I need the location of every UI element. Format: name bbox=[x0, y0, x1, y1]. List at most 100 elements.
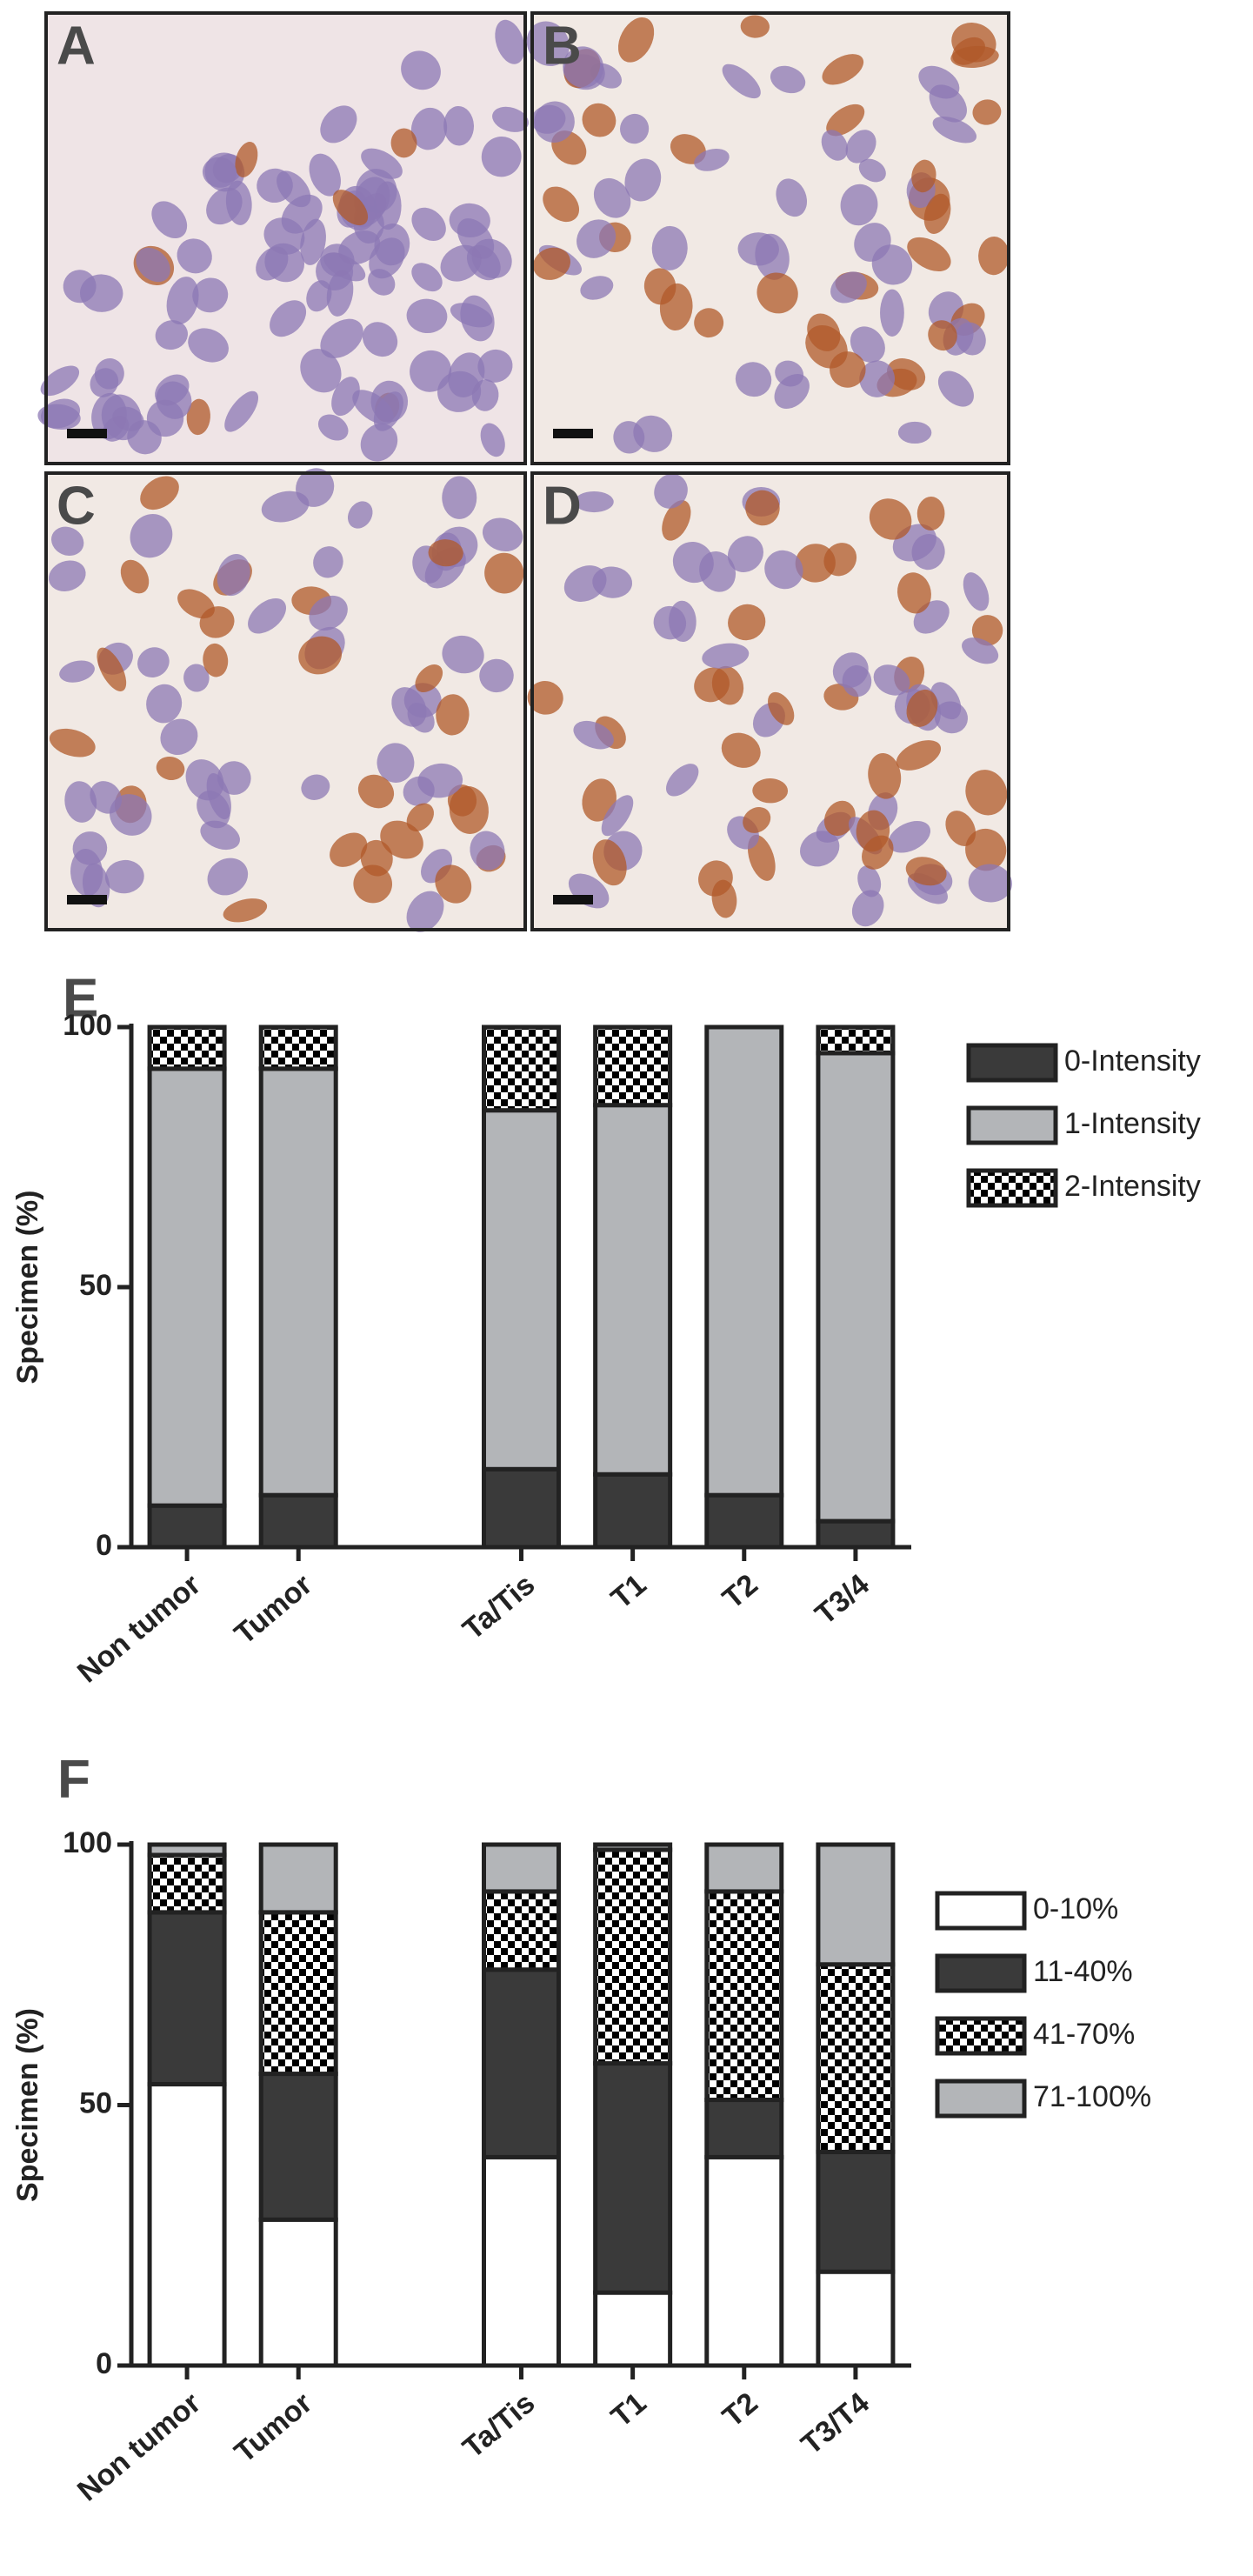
nucleus bbox=[911, 159, 936, 193]
panel-label: B bbox=[543, 16, 582, 76]
nucleus bbox=[963, 572, 990, 611]
panel-label: C bbox=[57, 476, 96, 536]
nucleus bbox=[533, 247, 570, 280]
legend-swatch bbox=[935, 1891, 1027, 1931]
nucleus bbox=[694, 667, 730, 703]
nucleus bbox=[851, 890, 884, 927]
nucleus bbox=[330, 832, 368, 867]
nucleus bbox=[306, 280, 332, 312]
nucleus bbox=[140, 476, 179, 511]
y-tick-label: 0 bbox=[96, 2347, 112, 2380]
legend-swatch bbox=[935, 1953, 1027, 1993]
nucleus bbox=[923, 193, 951, 234]
nucleus bbox=[752, 778, 789, 804]
nucleus bbox=[858, 158, 886, 183]
nucleus bbox=[406, 298, 448, 334]
nucleus bbox=[353, 864, 393, 904]
bar-segment bbox=[704, 1842, 784, 1894]
nucleus bbox=[613, 421, 645, 454]
nucleus bbox=[410, 107, 448, 150]
nucleus bbox=[300, 349, 342, 393]
legend-swatch bbox=[966, 1043, 1058, 1083]
nucleus bbox=[906, 689, 938, 727]
nucleus bbox=[857, 865, 882, 898]
nucleus bbox=[694, 308, 724, 338]
nucleus bbox=[764, 550, 803, 590]
legend-swatch bbox=[966, 1105, 1058, 1145]
nucleus bbox=[41, 398, 81, 429]
y-tick-label: 0 bbox=[96, 1529, 112, 1562]
nucleus bbox=[651, 225, 688, 270]
nucleus bbox=[151, 201, 188, 239]
nucleus bbox=[928, 320, 957, 351]
chart-label: E bbox=[63, 968, 98, 1028]
x-tick-label: T2 bbox=[716, 2386, 764, 2434]
nucleus bbox=[156, 381, 192, 419]
legend-label: 2-Intensity bbox=[1064, 1170, 1201, 1203]
nucleus bbox=[374, 224, 410, 266]
nucleus bbox=[526, 21, 570, 67]
nucleus bbox=[257, 168, 293, 204]
nucleus bbox=[450, 303, 493, 328]
legend-label: 71-100% bbox=[1033, 2080, 1151, 2113]
nucleus bbox=[192, 277, 229, 313]
nucleus bbox=[177, 589, 215, 619]
nucleus bbox=[574, 491, 614, 513]
legend-swatch bbox=[935, 2079, 1027, 2119]
nucleus bbox=[593, 177, 631, 218]
nucleus bbox=[200, 820, 240, 851]
nucleus bbox=[694, 148, 730, 171]
bar-segment bbox=[147, 1842, 227, 1858]
nucleus bbox=[97, 647, 127, 691]
nucleus bbox=[261, 491, 310, 523]
nucleus bbox=[698, 860, 733, 897]
nucleus bbox=[643, 268, 676, 305]
nucleus bbox=[301, 774, 330, 800]
panel-border bbox=[44, 471, 527, 931]
nucleus bbox=[186, 398, 210, 436]
nucleus bbox=[166, 277, 199, 324]
nucleus bbox=[320, 105, 357, 143]
nucleus bbox=[357, 774, 395, 809]
y-tick-label: 100 bbox=[63, 1009, 112, 1042]
nucleus bbox=[197, 791, 230, 829]
panel-border bbox=[530, 11, 1010, 465]
nucleus bbox=[653, 605, 687, 640]
nucleus bbox=[873, 664, 910, 696]
nucleus bbox=[495, 19, 525, 64]
nucleus bbox=[905, 857, 947, 886]
bar-segment bbox=[482, 1889, 561, 1972]
nucleus bbox=[188, 328, 229, 363]
nucleus bbox=[845, 130, 876, 164]
scale-bar bbox=[67, 429, 107, 438]
nucleus bbox=[830, 351, 866, 388]
nucleus bbox=[543, 186, 580, 223]
y-axis-label: Specimen (%) bbox=[11, 2008, 44, 2202]
nucleus bbox=[972, 99, 1002, 125]
bar-segment bbox=[593, 1842, 673, 1852]
nucleus bbox=[64, 781, 97, 823]
bar-segment bbox=[482, 2154, 561, 2368]
bar-segment bbox=[482, 1842, 561, 1894]
nucleus bbox=[235, 142, 258, 177]
nucleus bbox=[911, 534, 945, 571]
nucleus bbox=[743, 806, 771, 833]
nucleus bbox=[573, 720, 614, 750]
nucleus bbox=[390, 128, 417, 158]
nucleus bbox=[897, 421, 932, 444]
nucleus bbox=[702, 643, 750, 669]
nucleus bbox=[821, 130, 849, 161]
nucleus bbox=[217, 554, 250, 597]
x-tick-label: T3/4 bbox=[809, 1568, 876, 1632]
bar-segment bbox=[704, 1024, 784, 1498]
nucleus bbox=[160, 718, 198, 756]
bar-segment bbox=[258, 1492, 338, 1550]
legend-label: 1-Intensity bbox=[1064, 1107, 1201, 1140]
nucleus bbox=[90, 368, 119, 397]
bar-segment bbox=[816, 1842, 896, 1967]
x-tick-label: Tumor bbox=[229, 2386, 319, 2469]
bar-segment bbox=[482, 1466, 561, 1550]
nucleus bbox=[401, 50, 441, 90]
scale-bar bbox=[553, 895, 593, 904]
